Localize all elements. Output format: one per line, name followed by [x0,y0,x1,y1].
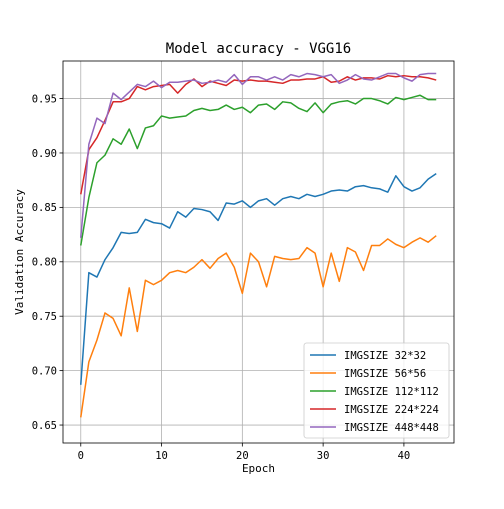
legend-label-2: IMGSIZE 56*56 [344,368,426,380]
y-tick-label: 0.65 [32,420,57,432]
legend-label-1: IMGSIZE 32*32 [344,350,426,362]
plot-frame [62,60,455,444]
y-tick-label: 0.85 [32,202,57,214]
legend-box [303,342,450,439]
series-line-5 [80,72,437,238]
y-tick-label: 0.95 [32,93,57,105]
x-tick-label: 30 [317,450,330,462]
legend-label-5: IMGSIZE 448*448 [344,422,439,434]
series-line-1 [80,173,437,385]
y-tick-label: 0.70 [32,365,57,377]
x-tick-label: 20 [236,450,249,462]
y-axis-label: Validation Accuracy [13,189,26,315]
series-line-3 [80,94,437,246]
axis-ticks: 0 10 20 30 40 0.65 0.70 0.75 0.80 0.85 0.90 0.95 [32,93,411,462]
series-line-2 [80,235,437,418]
series-line-4 [80,74,437,195]
series-lines [80,72,437,418]
chart-title: Model accuracy - VGG16 [166,41,351,57]
legend-label-3: IMGSIZE 112*112 [344,386,439,398]
x-axis-label: Epoch [242,462,275,475]
x-tick-label: 40 [398,450,411,462]
y-tick-label: 0.80 [32,257,57,269]
y-tick-label: 0.90 [32,148,57,160]
legend: IMGSIZE 32*32 IMGSIZE 56*56 IMGSIZE 112*11… [303,342,450,439]
x-tick-label: 0 [78,450,84,462]
y-tick-label: 0.75 [32,311,57,323]
legend-label-4: IMGSIZE 224*224 [344,404,439,416]
x-tick-label: 10 [155,450,168,462]
